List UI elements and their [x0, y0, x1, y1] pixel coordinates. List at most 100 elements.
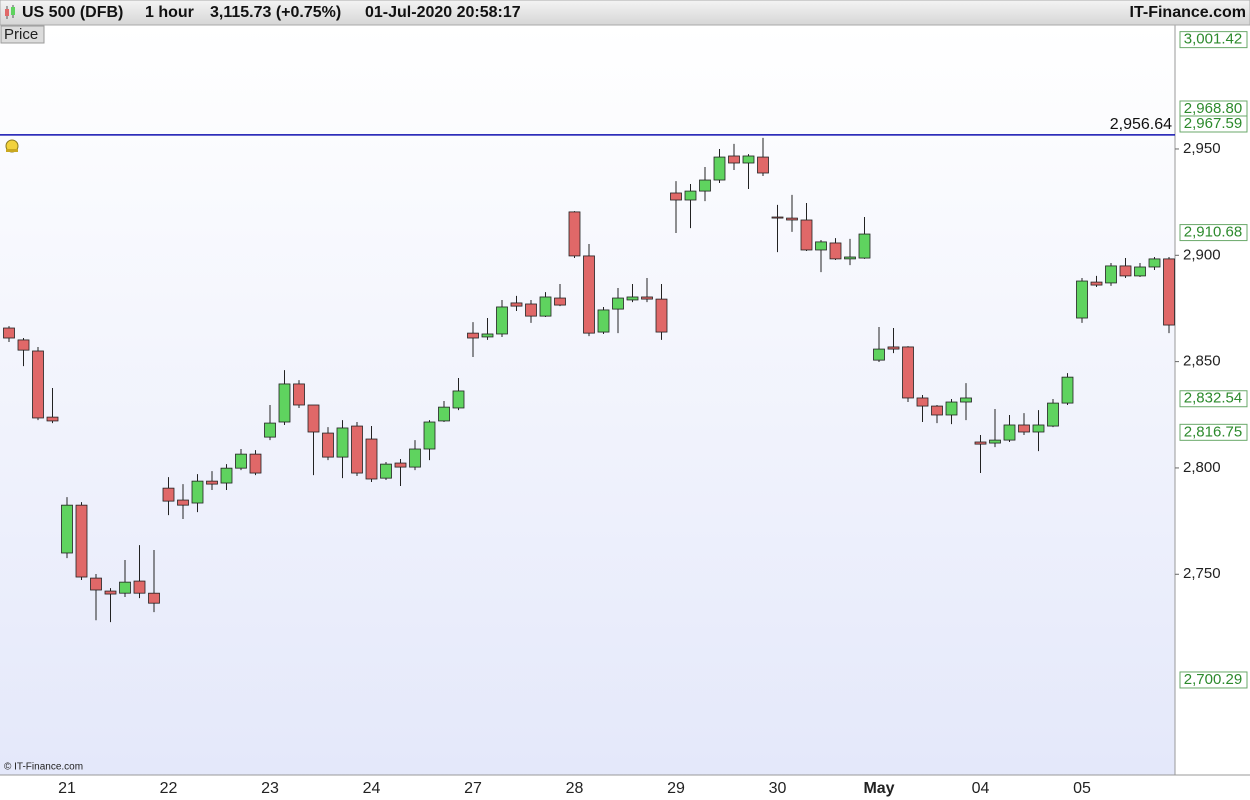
- price-marker-label: 3,001.42: [1184, 31, 1242, 48]
- candle-body: [235, 453, 247, 469]
- candle-body: [597, 309, 610, 333]
- candle-body: [829, 242, 842, 260]
- candle-body: [670, 192, 682, 201]
- candle-body: [757, 156, 769, 174]
- candle-body: [351, 425, 363, 474]
- candle-body: [887, 346, 900, 350]
- candle-body: [3, 327, 15, 339]
- candle-body: [394, 462, 407, 468]
- candle-body: [380, 463, 392, 479]
- candle-body: [626, 296, 639, 301]
- x-tick-label: 30: [769, 780, 787, 797]
- candle-body: [583, 255, 595, 334]
- candle-body: [713, 156, 726, 181]
- candle-body: [467, 332, 479, 339]
- candle-body: [931, 405, 943, 416]
- candle-body: [278, 383, 291, 423]
- candle-body: [133, 580, 146, 594]
- timestamp: 01-Jul-2020 20:58:17: [365, 4, 521, 21]
- candle-body: [481, 333, 494, 338]
- candle-body: [322, 432, 334, 458]
- candle-body: [206, 480, 218, 485]
- y-tick-label: 2,900: [1183, 246, 1221, 263]
- candle-body: [655, 298, 668, 333]
- candle-body: [1163, 258, 1175, 326]
- instrument-title: US 500 (DFB): [22, 4, 123, 21]
- header-bar: [0, 0, 1250, 26]
- candle-body: [249, 453, 262, 474]
- candle-body: [916, 397, 929, 407]
- time-axis-panel: [0, 775, 1250, 800]
- candle-body: [1090, 281, 1103, 286]
- copyright: © IT-Finance.com: [4, 762, 83, 773]
- candle-body: [177, 499, 189, 506]
- price-marker-label: 2,968.80: [1184, 100, 1242, 117]
- y-tick-label: 2,750: [1183, 565, 1221, 582]
- plot-area: [0, 25, 1175, 775]
- y-tick-label: 2,850: [1183, 353, 1221, 370]
- candle-body: [46, 416, 59, 422]
- candle-body: [554, 297, 566, 306]
- price-marker-box: [1179, 423, 1248, 441]
- candle-body: [815, 241, 827, 251]
- candle-body: [858, 233, 871, 259]
- candle-body: [162, 487, 175, 502]
- candle-body: [496, 306, 508, 335]
- source: IT-Finance.com: [1130, 4, 1246, 21]
- x-tick-label: 22: [160, 780, 178, 797]
- reference-line-label: 2,956.64: [1110, 116, 1172, 133]
- candle-body: [191, 480, 204, 504]
- price-marker-label: 2,832.54: [1184, 390, 1242, 407]
- candle-body: [771, 216, 784, 219]
- candle-body: [612, 297, 624, 310]
- candle-body: [699, 179, 711, 192]
- x-tick-label: 05: [1073, 780, 1091, 797]
- alert-icon: [5, 139, 19, 153]
- x-tick-label: 24: [363, 780, 381, 797]
- candle-body: [148, 592, 160, 604]
- x-tick-label: 29: [667, 780, 685, 797]
- x-tick-label: 28: [566, 780, 584, 797]
- candle-body: [61, 504, 73, 554]
- candle-body: [1148, 258, 1161, 268]
- candle-body: [945, 401, 958, 416]
- x-tick-label: 27: [464, 780, 482, 797]
- price-marker-label: 2,700.29: [1184, 671, 1242, 688]
- candle-body: [960, 397, 972, 403]
- candle-body: [1119, 265, 1132, 277]
- header-icon: [5, 5, 15, 19]
- candle-body: [786, 217, 798, 221]
- last-price: 3,115.73 (+0.75%): [210, 4, 341, 21]
- candle-body: [525, 303, 537, 317]
- x-tick-label: May: [863, 780, 894, 797]
- candle-body: [1061, 376, 1074, 404]
- price-marker-box: [1179, 115, 1248, 133]
- candle-body: [539, 296, 552, 317]
- panel-label-box: [0, 25, 45, 44]
- candle-body: [1076, 280, 1088, 319]
- candle-body: [365, 438, 378, 480]
- price-marker-label: 2,910.68: [1184, 224, 1242, 241]
- candle-body: [264, 422, 276, 438]
- candle-body: [1018, 424, 1030, 433]
- candle-body: [989, 439, 1001, 444]
- price-marker-box: [1179, 31, 1248, 49]
- candle-body: [1047, 402, 1059, 427]
- panel-label: Price: [4, 26, 38, 43]
- candle-body: [641, 296, 653, 300]
- candle-body: [32, 350, 44, 419]
- y-tick-label: 2,950: [1183, 140, 1221, 157]
- x-tick-label: 21: [58, 780, 76, 797]
- candle-body: [307, 404, 320, 433]
- candle-body: [974, 441, 987, 445]
- candle-body: [119, 581, 131, 594]
- candle-body: [423, 421, 436, 450]
- candle-body: [800, 219, 813, 251]
- candle-body: [844, 256, 856, 260]
- candle-body: [336, 427, 349, 458]
- candle-body: [17, 339, 30, 351]
- candle-body: [293, 383, 305, 406]
- candle-body: [438, 406, 450, 422]
- price-marker-label: 2,967.59: [1184, 115, 1242, 132]
